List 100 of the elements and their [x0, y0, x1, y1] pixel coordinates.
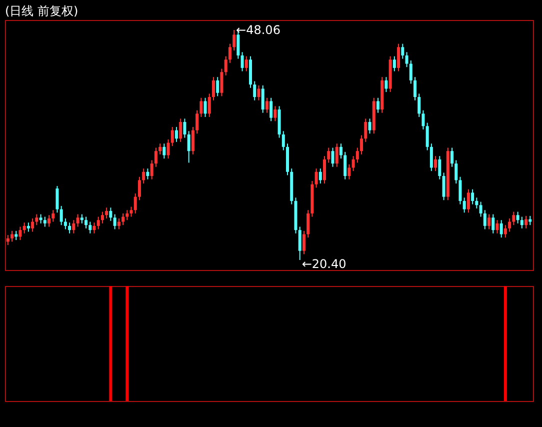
candlestick: [479, 201, 482, 218]
candlestick: [458, 176, 462, 205]
candlestick: [434, 156, 438, 172]
candlestick: [170, 126, 174, 147]
candlestick: [282, 130, 285, 151]
candlestick: [138, 176, 141, 201]
candlestick: [471, 188, 474, 205]
candlestick: [224, 56, 228, 76]
candlestick: [196, 110, 199, 134]
candlestick: [306, 210, 310, 238]
candlestick: [331, 147, 334, 168]
candlestick: [438, 156, 442, 180]
candlestick: [261, 84, 264, 114]
candlestick: [401, 43, 404, 60]
candlestick: [96, 216, 100, 230]
candlestick: [327, 147, 330, 164]
candlestick: [220, 68, 224, 97]
candlestick: [134, 192, 137, 214]
candlestick: [18, 226, 22, 241]
candlestick: [397, 43, 400, 72]
candlestick: [212, 76, 215, 101]
candlestick: [516, 211, 520, 224]
candlestick: [508, 218, 512, 232]
candlestick: [364, 118, 368, 142]
candlestick: [31, 218, 34, 232]
candlestick: [26, 222, 30, 232]
chart-title: (日线 前复权): [5, 4, 78, 18]
candlestick: [76, 214, 80, 228]
candlestick: [265, 97, 268, 114]
candlestick: [48, 214, 50, 228]
candlestick: [52, 210, 55, 222]
candlestick: [14, 230, 18, 241]
candlestick: [422, 110, 425, 130]
candlestick: [270, 97, 273, 122]
candlestick: [504, 224, 507, 238]
candlestick: [323, 156, 326, 184]
candlestick: [122, 212, 125, 226]
candlestick: [60, 205, 63, 226]
candlestick: [413, 76, 416, 101]
candlestick: [204, 97, 207, 118]
candlestick: [39, 214, 42, 224]
candlestick: [426, 122, 429, 151]
candlestick: [35, 214, 38, 226]
candlestick: [488, 214, 490, 230]
candlestick: [88, 221, 92, 234]
candlestick: [158, 143, 162, 155]
candlestick: [80, 214, 84, 224]
candlestick: [187, 130, 190, 164]
candlestick: [183, 118, 186, 138]
candlestick: [405, 52, 408, 68]
candlestick: [475, 197, 478, 209]
candlestick: [454, 160, 458, 184]
candlestick: [392, 56, 396, 72]
annotation: ←20.40: [302, 257, 346, 271]
candlestick: [10, 230, 14, 242]
candlestick: [179, 118, 182, 142]
candlestick: [117, 218, 120, 230]
candlestick: [200, 97, 203, 118]
candlestick: [496, 220, 499, 234]
candlestick: [360, 134, 364, 155]
candlestick: [92, 222, 96, 234]
candlestick: [240, 52, 244, 72]
candlestick: [109, 207, 112, 222]
candlestick: [174, 126, 178, 142]
candlestick: [216, 76, 220, 97]
annotation: ←48.06: [236, 23, 280, 37]
candlestick: [442, 172, 446, 201]
candlestick: [376, 97, 380, 114]
candlestick: [166, 138, 170, 160]
candlestick: [298, 226, 302, 260]
candlestick: [339, 143, 342, 160]
candlestick: [126, 210, 129, 221]
candlestick: [162, 143, 166, 160]
candlestick: [314, 168, 318, 188]
candlestick: [232, 30, 236, 51]
candlestick: [344, 151, 347, 180]
candlestick: [466, 188, 470, 214]
candlestick: [64, 218, 67, 230]
candlestick: [150, 160, 154, 180]
candlestick: [43, 216, 46, 228]
candlestick: [418, 93, 421, 118]
candlestick: [335, 143, 338, 168]
candlestick: [483, 210, 486, 230]
candlestick: [450, 147, 454, 168]
candlestick: [6, 234, 10, 246]
candlestick: [318, 168, 322, 184]
candlestick: [154, 147, 158, 168]
candlestick: [228, 43, 232, 64]
candlestick: [84, 216, 88, 229]
candlestick: [352, 156, 355, 172]
candlestick: [105, 207, 108, 219]
candlestick: [56, 185, 59, 214]
candlestick: [512, 211, 516, 226]
candlestick: [430, 143, 433, 172]
candlestick: [130, 206, 133, 218]
candlestick: [142, 168, 146, 184]
candlestick: [409, 60, 412, 84]
candlestick: [253, 80, 256, 101]
candlestick: [244, 56, 248, 72]
candlestick: [113, 214, 116, 230]
